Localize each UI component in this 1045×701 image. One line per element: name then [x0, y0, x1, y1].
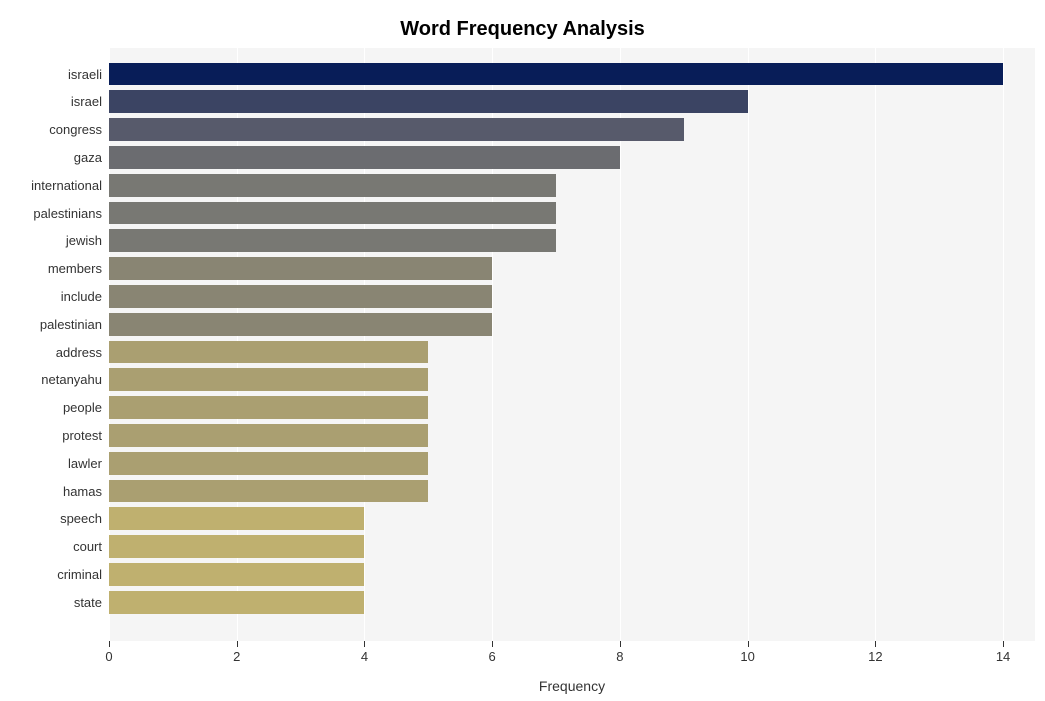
- x-tick: [748, 641, 749, 647]
- y-tick-label: gaza: [74, 150, 102, 165]
- x-tick: [492, 641, 493, 647]
- x-tick-label: 12: [868, 649, 882, 664]
- y-tick-label: court: [73, 539, 102, 554]
- y-tick-label: state: [74, 595, 102, 610]
- bar: [109, 396, 428, 419]
- x-tick-label: 4: [361, 649, 368, 664]
- y-tick-label: israel: [71, 94, 102, 109]
- bar: [109, 229, 556, 252]
- y-tick-label: criminal: [57, 567, 102, 582]
- bar: [109, 535, 364, 558]
- x-tick: [237, 641, 238, 647]
- bar: [109, 202, 556, 225]
- x-tick-label: 10: [740, 649, 754, 664]
- bar: [109, 368, 428, 391]
- y-tick-label: israeli: [68, 67, 102, 82]
- x-tick: [1003, 641, 1004, 647]
- grid-line: [1003, 48, 1004, 641]
- y-tick-label: hamas: [63, 484, 102, 499]
- x-tick-label: 14: [996, 649, 1010, 664]
- y-tick-label: palestinians: [33, 206, 102, 221]
- y-tick-label: palestinian: [40, 317, 102, 332]
- y-tick-label: include: [61, 289, 102, 304]
- y-tick-label: congress: [49, 122, 102, 137]
- bar: [109, 591, 364, 614]
- y-tick-label: netanyahu: [41, 372, 102, 387]
- x-tick: [364, 641, 365, 647]
- x-tick-label: 8: [616, 649, 623, 664]
- bar: [109, 452, 428, 475]
- x-tick: [875, 641, 876, 647]
- bar: [109, 90, 748, 113]
- y-tick-label: lawler: [68, 456, 102, 471]
- x-axis-label: Frequency: [109, 678, 1035, 694]
- plot-area: [109, 48, 1035, 641]
- bar: [109, 146, 620, 169]
- bar: [109, 285, 492, 308]
- bar: [109, 563, 364, 586]
- x-tick: [109, 641, 110, 647]
- bar: [109, 118, 684, 141]
- x-tick: [620, 641, 621, 647]
- bar: [109, 507, 364, 530]
- bar: [109, 480, 428, 503]
- x-tick-label: 0: [105, 649, 112, 664]
- bar: [109, 341, 428, 364]
- grid-line: [748, 48, 749, 641]
- chart-container: Word Frequency Analysis israeli israel con…: [0, 0, 1045, 701]
- x-tick-label: 6: [489, 649, 496, 664]
- grid-line: [875, 48, 876, 641]
- y-tick-label: people: [63, 400, 102, 415]
- y-tick-label: address: [56, 345, 102, 360]
- bar: [109, 257, 492, 280]
- chart-title: Word Frequency Analysis: [0, 18, 1045, 41]
- bar: [109, 174, 556, 197]
- y-tick-label: jewish: [66, 233, 102, 248]
- y-tick-label: international: [31, 178, 102, 193]
- bar: [109, 313, 492, 336]
- bar: [109, 424, 428, 447]
- y-tick-label: protest: [62, 428, 102, 443]
- y-tick-label: members: [48, 261, 102, 276]
- x-tick-label: 2: [233, 649, 240, 664]
- bar: [109, 63, 1003, 86]
- y-tick-label: speech: [60, 511, 102, 526]
